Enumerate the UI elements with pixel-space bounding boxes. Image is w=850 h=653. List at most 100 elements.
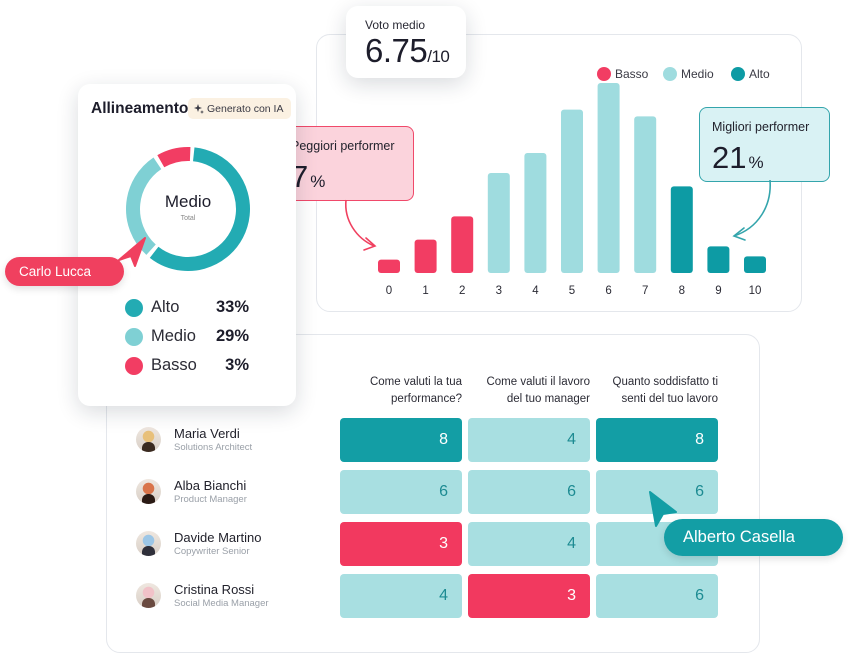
alignment-donut-chart bbox=[126, 147, 250, 271]
avatar bbox=[136, 531, 161, 556]
person-name: Cristina Rossi bbox=[174, 582, 255, 597]
avatar bbox=[136, 427, 161, 452]
score-cell: 6 bbox=[468, 470, 590, 514]
person-role: Social Media Manager bbox=[174, 598, 269, 609]
score-cell: 3 bbox=[340, 522, 462, 566]
person-role: Solutions Architect bbox=[174, 442, 253, 453]
score-value: 4 bbox=[439, 587, 448, 604]
x-tick-label: 8 bbox=[679, 285, 685, 297]
legend-row-basso: Basso 3% bbox=[125, 354, 249, 378]
column-header-line: del tuo manager bbox=[506, 393, 590, 405]
histogram-bar bbox=[487, 173, 510, 273]
score-value: 8 bbox=[695, 431, 704, 448]
column-header-line: senti del tuo lavoro bbox=[621, 393, 718, 405]
donut-segment bbox=[126, 147, 250, 271]
alignment-card: Allineamento Generato con IA Medio Total… bbox=[78, 84, 296, 406]
legend-dot bbox=[125, 299, 143, 317]
score-value: 8 bbox=[439, 431, 448, 448]
score-cell: 4 bbox=[340, 574, 462, 618]
average-vote-value: 6.75/10 bbox=[365, 32, 450, 70]
worst-performer-unit: % bbox=[310, 172, 326, 191]
histogram-bar bbox=[414, 239, 437, 273]
score-value: 3 bbox=[439, 535, 448, 552]
average-vote-number: 6.75 bbox=[365, 32, 428, 69]
column-header: Come valuti il lavoro del tuo manager bbox=[462, 374, 590, 408]
donut-center: Medio Total bbox=[138, 192, 238, 222]
score-cell: 4 bbox=[468, 418, 590, 462]
legend-percent: 29% bbox=[215, 327, 249, 345]
legend-percent: 33% bbox=[215, 298, 249, 316]
column-header-line: performance? bbox=[391, 393, 462, 405]
legend-dot bbox=[663, 67, 677, 81]
column-header-line: Come valuti il lavoro bbox=[486, 376, 590, 388]
best-performer-callout: Migliori performer 21% bbox=[699, 107, 830, 182]
curved-arrow-icon bbox=[345, 199, 377, 251]
worst-performer-value: 7% bbox=[291, 159, 325, 195]
score-value: 3 bbox=[567, 587, 576, 604]
score-value: 4 bbox=[567, 535, 576, 552]
legend-row-medio: Medio 29% bbox=[125, 325, 249, 349]
legend-name: Medio bbox=[151, 327, 196, 345]
average-vote-box: Voto medio 6.75/10 bbox=[346, 6, 466, 78]
avatar-body bbox=[142, 598, 155, 608]
avatar-body bbox=[142, 442, 155, 452]
person-role: Copywriter Senior bbox=[174, 546, 250, 557]
donut-center-label: Medio bbox=[164, 192, 212, 211]
score-value: 6 bbox=[695, 587, 704, 604]
score-cell: 6 bbox=[340, 470, 462, 514]
legend-dot bbox=[125, 328, 143, 346]
histogram-bar bbox=[524, 153, 547, 273]
ai-generated-label: Generato con IA bbox=[207, 102, 284, 115]
curved-arrow-icon bbox=[732, 179, 771, 241]
legend-dot bbox=[731, 67, 745, 81]
avatar bbox=[136, 479, 161, 504]
table-row-person: Cristina Rossi Social Media Manager bbox=[136, 580, 336, 610]
score-value: 6 bbox=[439, 483, 448, 500]
average-vote-suffix: /10 bbox=[427, 47, 450, 66]
x-tick-label: 7 bbox=[642, 285, 648, 297]
histogram-bar bbox=[378, 259, 400, 273]
score-value: 6 bbox=[695, 483, 704, 500]
legend-label: Basso bbox=[615, 67, 649, 81]
histogram-bar bbox=[670, 186, 693, 273]
best-performer-number: 21 bbox=[712, 140, 747, 175]
avatar bbox=[136, 583, 161, 608]
cursor-pointer-icon bbox=[118, 237, 146, 267]
score-cell: 8 bbox=[340, 418, 462, 462]
worst-performer-label: Peggiori performer bbox=[291, 139, 395, 153]
legend-percent: 3% bbox=[225, 356, 249, 374]
avatar-body bbox=[142, 546, 155, 556]
histogram-bar bbox=[561, 109, 583, 274]
legend-name: Basso bbox=[151, 356, 197, 374]
legend-dot bbox=[597, 67, 611, 81]
ai-generated-badge: Generato con IA bbox=[188, 98, 292, 119]
legend-row-alto: Alto 33% bbox=[125, 296, 249, 320]
alignment-title: Allineamento bbox=[91, 100, 189, 117]
legend-label: Medio bbox=[681, 67, 714, 81]
x-tick-label: 6 bbox=[605, 285, 611, 297]
user-tag-carlo: Carlo Lucca bbox=[5, 257, 124, 286]
average-vote-label: Voto medio bbox=[365, 18, 426, 32]
score-value: 6 bbox=[567, 483, 576, 500]
best-performer-label: Migliori performer bbox=[712, 120, 810, 134]
person-name: Alba Bianchi bbox=[174, 478, 247, 493]
x-tick-label: 9 bbox=[715, 285, 721, 297]
histogram-bar bbox=[707, 246, 730, 273]
histogram-bar bbox=[744, 256, 766, 273]
table-row-person: Alba Bianchi Product Manager bbox=[136, 476, 336, 506]
score-cell: 3 bbox=[468, 574, 590, 618]
x-tick-label: 5 bbox=[569, 285, 575, 297]
score-cell: 6 bbox=[596, 574, 718, 618]
x-tick-label: 10 bbox=[749, 285, 762, 297]
user-tag-alberto: Alberto Casella bbox=[664, 519, 843, 556]
histogram-chart: 0 1 2 3 4 5 6 7 8 9 10 Basso Medio Alto bbox=[378, 67, 770, 297]
histogram-bar bbox=[451, 216, 474, 273]
donut-segment bbox=[126, 147, 250, 271]
x-tick-label: 0 bbox=[386, 285, 392, 297]
legend-dot bbox=[125, 357, 143, 375]
sparkle-icon bbox=[194, 103, 204, 114]
best-performer-unit: % bbox=[748, 153, 764, 172]
histogram-bar bbox=[597, 83, 620, 273]
person-name: Maria Verdi bbox=[174, 426, 240, 441]
column-header-line: Quanto soddisfatto ti bbox=[612, 376, 718, 388]
